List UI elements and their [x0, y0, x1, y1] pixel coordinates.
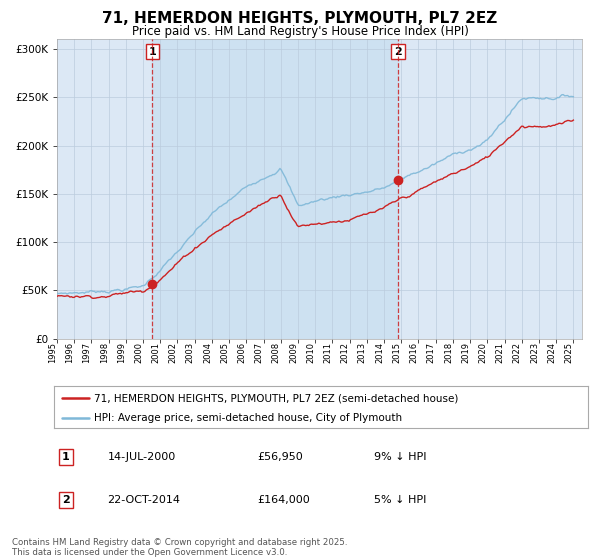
Text: £56,950: £56,950: [257, 452, 302, 462]
Text: 2012: 2012: [341, 342, 350, 363]
Text: Price paid vs. HM Land Registry's House Price Index (HPI): Price paid vs. HM Land Registry's House …: [131, 25, 469, 38]
Text: 2019: 2019: [461, 342, 470, 363]
Text: 2008: 2008: [272, 342, 281, 363]
Text: 2004: 2004: [203, 342, 212, 363]
Text: 1998: 1998: [100, 342, 109, 363]
Text: 1997: 1997: [82, 342, 91, 363]
Text: 2010: 2010: [306, 342, 315, 363]
Text: 22-OCT-2014: 22-OCT-2014: [107, 495, 181, 505]
Text: 2000: 2000: [134, 342, 143, 363]
Text: 2009: 2009: [289, 342, 298, 363]
Text: 1995: 1995: [48, 342, 57, 363]
Text: 2006: 2006: [238, 342, 247, 363]
Text: 5% ↓ HPI: 5% ↓ HPI: [374, 495, 427, 505]
Text: 2020: 2020: [478, 342, 487, 363]
Bar: [152, 39, 398, 339]
Text: 2003: 2003: [186, 342, 195, 363]
Text: HPI: Average price, semi-detached house, City of Plymouth: HPI: Average price, semi-detached house,…: [94, 413, 402, 423]
Text: 2001: 2001: [151, 342, 160, 363]
Text: 2002: 2002: [169, 342, 178, 363]
Text: 2018: 2018: [444, 342, 453, 363]
Text: 1999: 1999: [117, 342, 126, 363]
Text: 2022: 2022: [513, 342, 522, 363]
Text: 2025: 2025: [565, 342, 574, 363]
Text: 1: 1: [148, 46, 156, 57]
Text: 2016: 2016: [409, 342, 418, 363]
Text: 1996: 1996: [65, 342, 74, 363]
Text: 2007: 2007: [254, 342, 263, 363]
Text: 2017: 2017: [427, 342, 436, 363]
Text: 14-JUL-2000: 14-JUL-2000: [107, 452, 176, 462]
Text: 2015: 2015: [392, 342, 401, 363]
Text: 2013: 2013: [358, 342, 367, 363]
Text: 2021: 2021: [496, 342, 505, 363]
Text: 2024: 2024: [547, 342, 556, 363]
Text: 71, HEMERDON HEIGHTS, PLYMOUTH, PL7 2EZ: 71, HEMERDON HEIGHTS, PLYMOUTH, PL7 2EZ: [103, 11, 497, 26]
Text: 2: 2: [62, 495, 70, 505]
Text: Contains HM Land Registry data © Crown copyright and database right 2025.
This d: Contains HM Land Registry data © Crown c…: [12, 538, 347, 557]
Text: 9% ↓ HPI: 9% ↓ HPI: [374, 452, 427, 462]
Text: 1: 1: [62, 452, 70, 462]
Text: £164,000: £164,000: [257, 495, 310, 505]
Text: 71, HEMERDON HEIGHTS, PLYMOUTH, PL7 2EZ (semi-detached house): 71, HEMERDON HEIGHTS, PLYMOUTH, PL7 2EZ …: [94, 393, 458, 403]
Text: 2005: 2005: [220, 342, 229, 363]
Text: 2014: 2014: [375, 342, 384, 363]
Text: 2: 2: [394, 46, 402, 57]
Text: 2011: 2011: [323, 342, 332, 363]
Text: 2023: 2023: [530, 342, 539, 363]
